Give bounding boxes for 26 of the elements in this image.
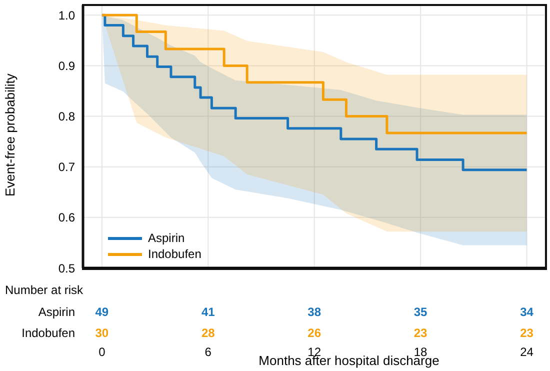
text: Aspirin [38,305,75,319]
text: 41 [200,305,216,319]
y-tick-label: 1.0 [58,8,76,22]
legend-label: Aspirin [148,231,185,245]
text: Number at risk [5,283,84,297]
text: 23 [519,326,534,340]
text: 38 [306,305,322,319]
text: 34 [519,305,534,319]
y-tick-label: 0.6 [58,210,76,225]
x-tick-label: 0 [98,345,106,359]
text: 23 [412,326,428,340]
text: 30 [94,326,110,340]
x-tick-label: 18 [414,345,428,359]
y-tick-label: 0.5 [58,261,76,276]
text: 26 [306,326,322,340]
y-axis-title: Event-free probability [2,73,18,196]
x-tick-label: 6 [204,345,212,359]
text: 35 [412,305,428,319]
legend-label: Indobufen [148,247,202,261]
text: Indobufen [22,326,75,340]
x-tick-label: 24 [520,345,534,359]
text: 49 [94,305,110,319]
y-tick-label: 0.7 [58,160,76,174]
y-tick-label: 0.8 [58,110,76,124]
text: 28 [200,326,216,340]
y-tick-label: 0.9 [58,58,76,73]
